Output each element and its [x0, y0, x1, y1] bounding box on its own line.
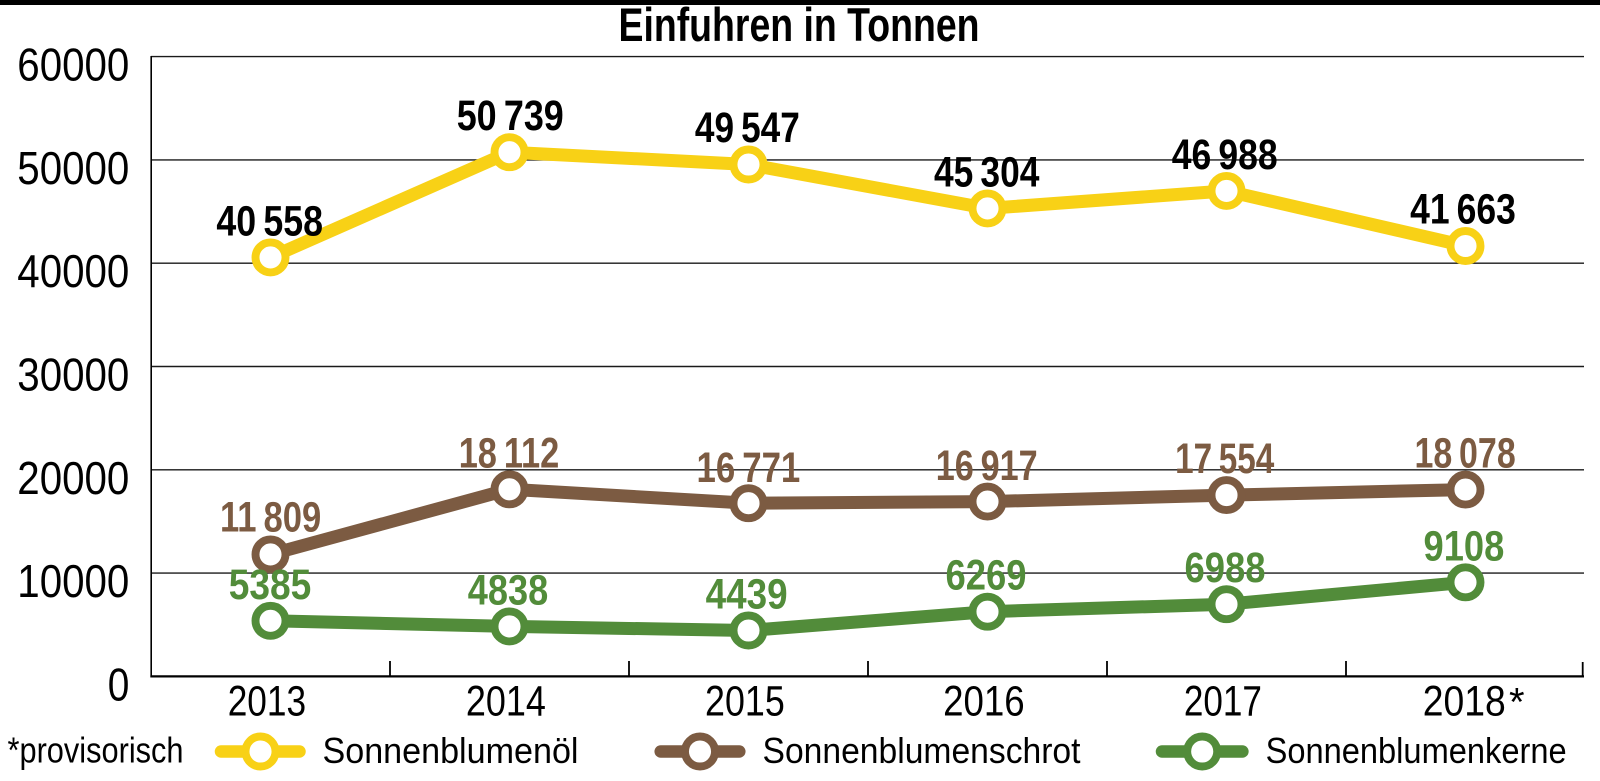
- svg-text:2015: 2015: [705, 677, 785, 725]
- svg-text:41 663: 41 663: [1410, 185, 1516, 233]
- svg-text:4439: 4439: [706, 571, 788, 619]
- svg-text:2018: 2018: [1423, 677, 1506, 725]
- svg-text:45 304: 45 304: [934, 148, 1039, 196]
- svg-text:2017: 2017: [1184, 677, 1262, 725]
- svg-text:60000: 60000: [17, 39, 129, 91]
- svg-text:Sonnenblumenöl: Sonnenblumenöl: [323, 730, 579, 771]
- svg-text:Sonnenblumenkerne: Sonnenblumenkerne: [1266, 730, 1567, 771]
- svg-text:20000: 20000: [17, 452, 129, 504]
- svg-text:0: 0: [108, 658, 130, 710]
- svg-text:17 554: 17 554: [1175, 435, 1274, 483]
- svg-text:*: *: [1509, 680, 1525, 724]
- svg-text:5385: 5385: [229, 561, 312, 609]
- svg-text:30000: 30000: [17, 349, 129, 401]
- svg-text:50 739: 50 739: [457, 92, 564, 140]
- svg-text:11 809: 11 809: [220, 494, 321, 542]
- svg-text:Einfuhren in Tonnen: Einfuhren in Tonnen: [619, 0, 980, 51]
- svg-text:4838: 4838: [468, 566, 548, 614]
- svg-text:9108: 9108: [1424, 522, 1505, 570]
- svg-text:6988: 6988: [1185, 544, 1266, 592]
- svg-text:*provisorisch: *provisorisch: [8, 730, 184, 771]
- svg-text:2016: 2016: [943, 677, 1025, 725]
- svg-text:18 112: 18 112: [459, 429, 560, 477]
- svg-text:50000: 50000: [17, 142, 129, 194]
- svg-text:40 558: 40 558: [216, 197, 323, 245]
- svg-text:6269: 6269: [946, 552, 1027, 600]
- svg-text:16 917: 16 917: [936, 442, 1038, 490]
- svg-text:18 078: 18 078: [1415, 430, 1516, 478]
- svg-text:49 547: 49 547: [695, 104, 800, 152]
- svg-text:46 988: 46 988: [1172, 131, 1278, 179]
- svg-text:2014: 2014: [466, 677, 546, 725]
- svg-text:40000: 40000: [17, 245, 129, 297]
- svg-text:16 771: 16 771: [697, 444, 801, 492]
- svg-text:Sonnenblumenschrot: Sonnenblumenschrot: [763, 730, 1081, 771]
- svg-text:2013: 2013: [228, 677, 306, 725]
- svg-text:10000: 10000: [17, 555, 129, 607]
